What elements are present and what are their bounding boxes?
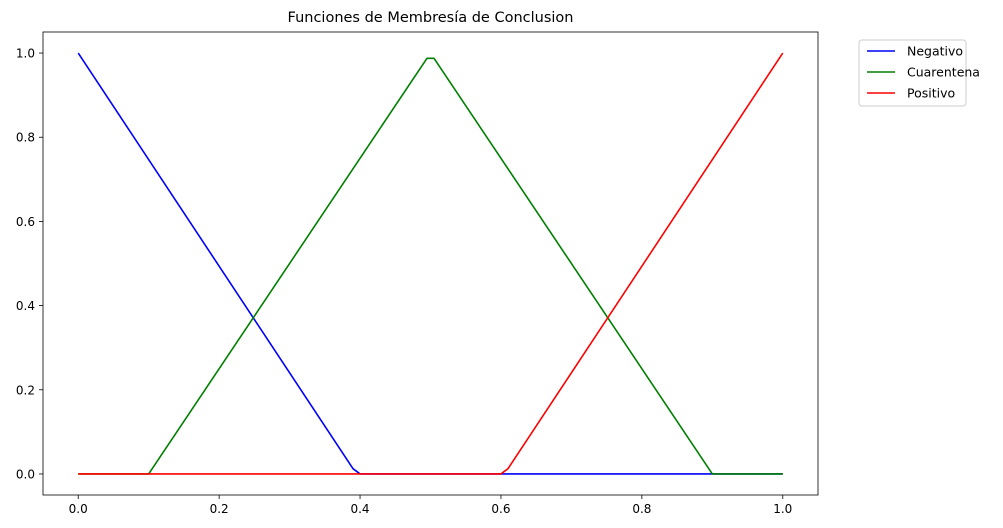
legend: Negativo Cuarentena Positivo — [858, 39, 980, 107]
y-tick-label: 0.0 — [16, 467, 35, 481]
x-tick-label: 0.2 — [210, 502, 229, 516]
chart-title: Funciones de Membresía de Conclusion — [288, 10, 574, 26]
y-tick-label: 1.0 — [16, 47, 35, 61]
y-axis: 0.0 0.2 0.4 0.6 0.8 1.0 — [16, 47, 43, 481]
legend-label-negativo: Negativo — [907, 44, 963, 59]
x-tick-label: 0.4 — [350, 502, 369, 516]
x-axis: 0.0 0.2 0.4 0.6 0.8 1.0 — [69, 495, 792, 516]
legend-label-cuarentena: Cuarentena — [907, 65, 980, 80]
series-line-positivo — [78, 52, 784, 475]
y-tick-label: 0.4 — [16, 299, 35, 313]
x-tick-label: 0.6 — [491, 502, 510, 516]
series-layer — [77, 52, 784, 475]
legend-label-positivo: Positivo — [907, 86, 955, 101]
series-line-cuarentena — [78, 57, 783, 475]
y-tick-label: 0.2 — [16, 383, 35, 397]
legend-box — [858, 39, 967, 107]
plot-area-frame — [42, 31, 819, 496]
y-tick-label: 0.6 — [16, 215, 35, 229]
x-tick-label: 1.0 — [773, 502, 792, 516]
x-tick-label: 0.8 — [632, 502, 651, 516]
x-tick-label: 0.0 — [69, 502, 88, 516]
series-line-negativo — [77, 52, 783, 475]
y-tick-label: 0.8 — [16, 131, 35, 145]
